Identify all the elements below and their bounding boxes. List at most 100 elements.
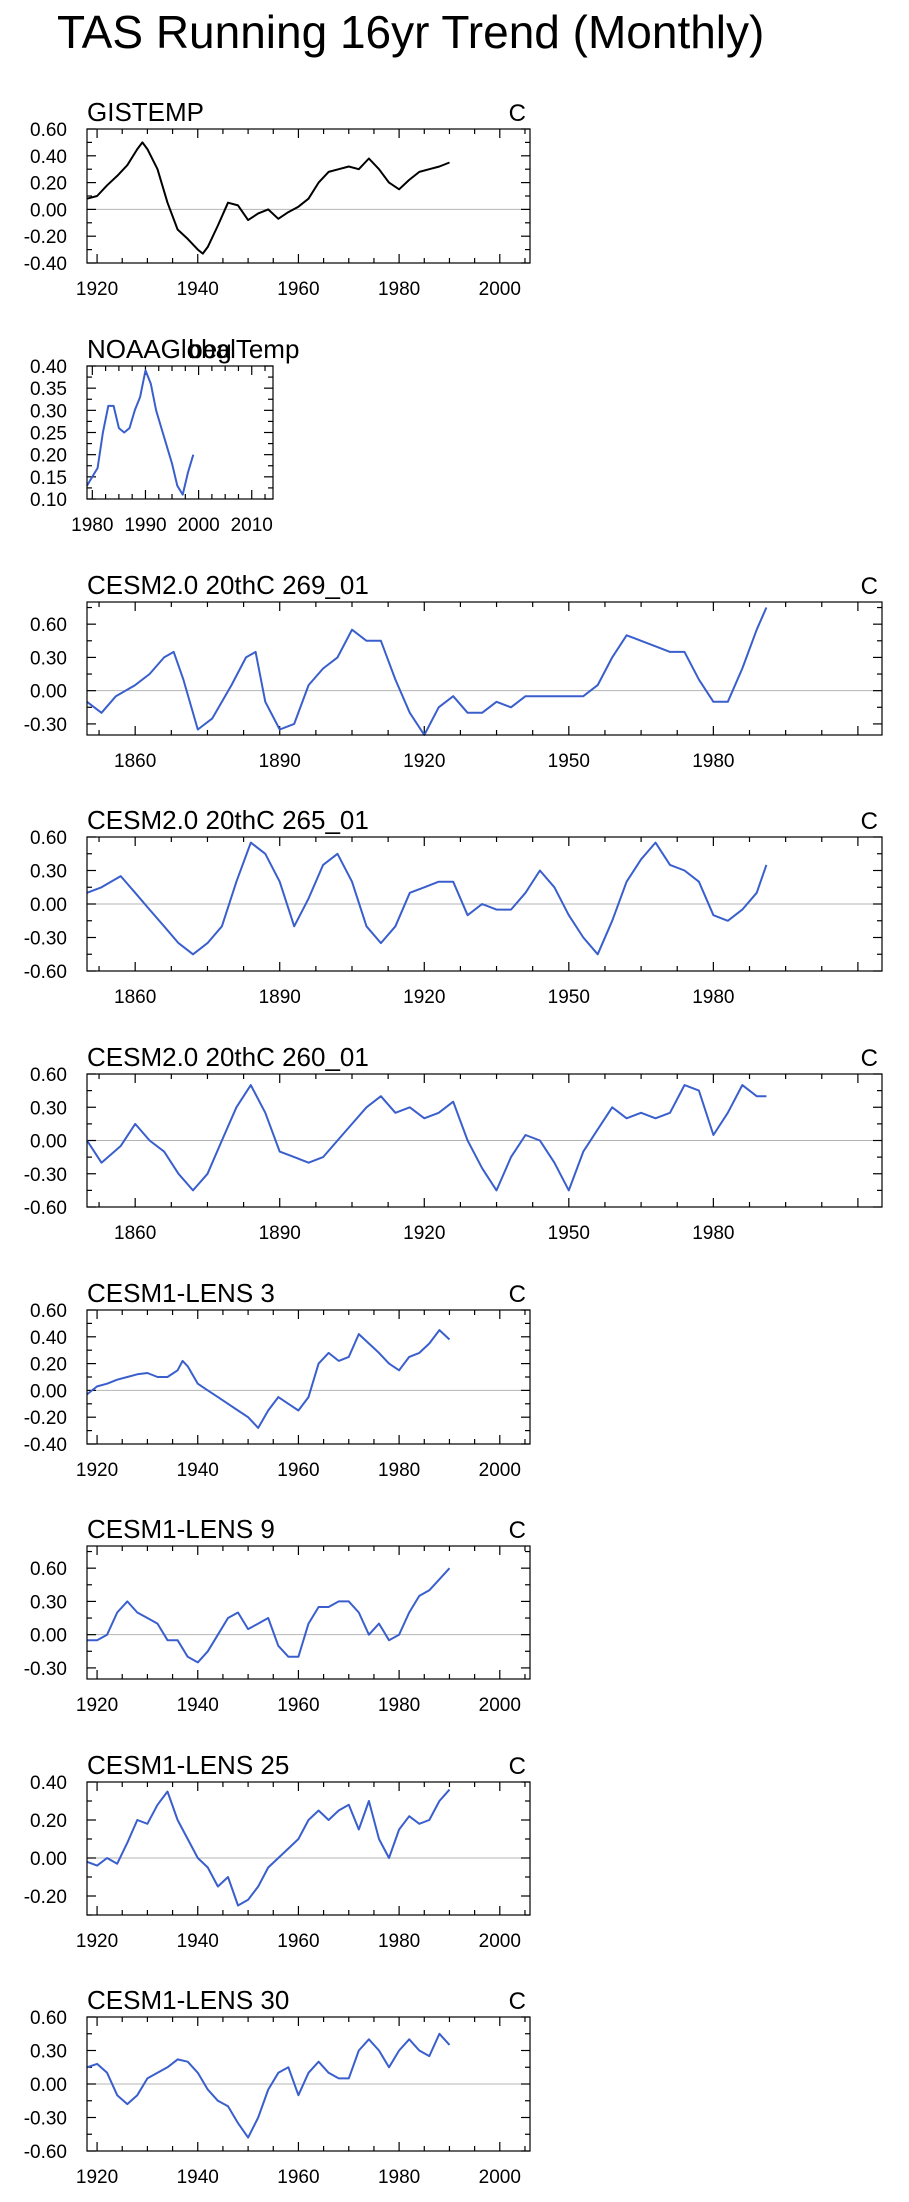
figure-title-text: TAS Running 16yr Trend (Monthly)	[57, 6, 765, 58]
y-tick-label: 0.00	[30, 200, 67, 221]
panel-4: 1860 1890 1920 1950 1980 -0.60 -0.30 0.00 0.30 0.…	[24, 1042, 883, 1244]
y-tick-label: 0.00	[30, 1381, 67, 1402]
x-tick-label: 1920	[403, 987, 445, 1008]
y-tick-label: 0.30	[30, 862, 67, 883]
plot-frame	[86, 128, 531, 264]
x-tick-label: 1860	[114, 751, 156, 772]
y-tick-label: 0.60	[30, 1559, 67, 1580]
x-tick-label: 1860	[114, 1223, 156, 1244]
x-tick-label: 1980	[378, 2167, 420, 2188]
x-tick-label: 1940	[177, 1460, 219, 1481]
x-tick-label: 1960	[277, 1695, 319, 1716]
panel-8: 1920 1940 1960 1980 2000 -0.60 -0.30 0.00 0.30 0.…	[24, 1985, 531, 2188]
series-line	[86, 841, 768, 956]
y-tick-label: 0.00	[30, 1132, 67, 1153]
x-tick-label: 2000	[479, 2167, 521, 2188]
unit-label: C	[861, 573, 878, 600]
unit-label: C	[509, 1281, 526, 1308]
x-tick-label: 1920	[403, 751, 445, 772]
y-tick-label: -0.30	[24, 1165, 67, 1186]
y-tick-label: -0.30	[24, 715, 67, 736]
plot-frame	[86, 1545, 531, 1680]
panel-2: 1860 1890 1920 1950 1980 -0.30 0.00 0.30 0.60 CES…	[24, 570, 883, 772]
series-line	[86, 369, 195, 496]
y-tick-label: 0.30	[30, 648, 67, 669]
unit-label: C	[509, 100, 526, 127]
y-tick-label: -0.60	[24, 962, 67, 983]
plot-frame	[86, 1073, 883, 1208]
panel-0: 1920 1940 1960 1980 2000 -0.40 -0.20 0.00 0.20 0.…	[24, 97, 531, 300]
x-tick-label: 1990	[124, 515, 166, 536]
unit-label: C	[509, 1753, 526, 1780]
y-tick-label: -0.20	[24, 1408, 67, 1429]
y-tick-label: 0.40	[30, 1328, 67, 1349]
series-line	[87, 1567, 451, 1664]
series-line	[86, 1084, 767, 1192]
y-tick-label: 0.30	[30, 401, 67, 422]
panel-7: 1920 1940 1960 1980 2000 -0.20 0.00 0.20 0.40 CES…	[24, 1750, 531, 1952]
panel-title: CESM2.0 20thC 265_01	[87, 805, 369, 835]
plot-frame	[86, 601, 883, 736]
x-tick-label: 1960	[277, 1460, 319, 1481]
y-tick-label: 0.15	[30, 468, 67, 489]
panel-title: CESM1-LENS 9	[87, 1514, 275, 1544]
x-tick-label: 1980	[71, 515, 113, 536]
plot-frame	[86, 836, 883, 972]
series-line	[86, 141, 450, 255]
x-tick-label: 1890	[259, 751, 301, 772]
y-tick-label: 0.35	[30, 379, 67, 400]
y-tick-label: 0.25	[30, 424, 67, 445]
panel-3: 1860 1890 1920 1950 1980 -0.60 -0.30 0.00 0.30 0.…	[24, 805, 883, 1008]
x-tick-label: 1920	[76, 1460, 118, 1481]
y-tick-label: -0.40	[24, 1435, 67, 1456]
x-tick-label: 1890	[259, 987, 301, 1008]
y-tick-label: 0.00	[30, 1626, 67, 1647]
y-tick-label: 0.30	[30, 1592, 67, 1613]
y-tick-label: -0.40	[24, 254, 67, 275]
panel-6: 1920 1940 1960 1980 2000 -0.30 0.00 0.30 0.60 CES…	[24, 1514, 531, 1716]
plot-frame	[86, 1309, 531, 1445]
unit-label: C	[861, 1045, 878, 1072]
x-tick-label: 1920	[76, 2167, 118, 2188]
x-tick-label: 1920	[76, 1695, 118, 1716]
unit-label: C	[509, 1517, 526, 1544]
series-line	[86, 1788, 451, 1907]
x-tick-label: 1950	[548, 751, 590, 772]
x-tick-label: 1980	[378, 1460, 420, 1481]
x-tick-label: 2000	[177, 515, 219, 536]
x-tick-label: 1980	[378, 279, 420, 300]
plot-frame	[86, 365, 274, 500]
series-line	[86, 2032, 451, 2139]
y-tick-label: -0.20	[24, 227, 67, 248]
unit-label: C	[861, 808, 878, 835]
figure-title: TAS Running 16yr Trend (Monthly)	[0, 0, 909, 70]
y-tick-label: -0.60	[24, 2142, 67, 2163]
panel-subtitle: beg	[188, 334, 231, 364]
y-tick-label: -0.60	[24, 1198, 67, 1219]
y-tick-label: -0.30	[24, 2109, 67, 2130]
x-tick-label: 1950	[548, 987, 590, 1008]
panel-title: CESM1-LENS 30	[87, 1985, 289, 2015]
y-tick-label: 0.00	[30, 682, 67, 703]
y-tick-label: -0.30	[24, 1659, 67, 1680]
series-line	[86, 607, 768, 736]
y-tick-label: 0.40	[30, 147, 67, 168]
x-tick-label: 1960	[277, 1931, 319, 1952]
x-tick-label: 1960	[277, 2167, 319, 2188]
x-tick-label: 1950	[548, 1223, 590, 1244]
panel-title: CESM1-LENS 25	[87, 1750, 289, 1780]
y-tick-label: 0.20	[30, 446, 67, 467]
y-tick-label: -0.20	[24, 1887, 67, 1908]
y-tick-label: 0.20	[30, 1811, 67, 1832]
x-tick-label: 2000	[479, 1460, 521, 1481]
y-tick-label: 0.00	[30, 895, 67, 916]
y-tick-label: 0.20	[30, 1355, 67, 1376]
x-tick-label: 1940	[177, 2167, 219, 2188]
x-tick-label: 1980	[692, 1223, 734, 1244]
y-tick-label: 0.30	[30, 2042, 67, 2063]
x-tick-label: 2000	[479, 279, 521, 300]
y-tick-label: 0.40	[30, 357, 67, 378]
panel-title: CESM1-LENS 3	[87, 1278, 275, 1308]
x-tick-label: 1960	[277, 279, 319, 300]
